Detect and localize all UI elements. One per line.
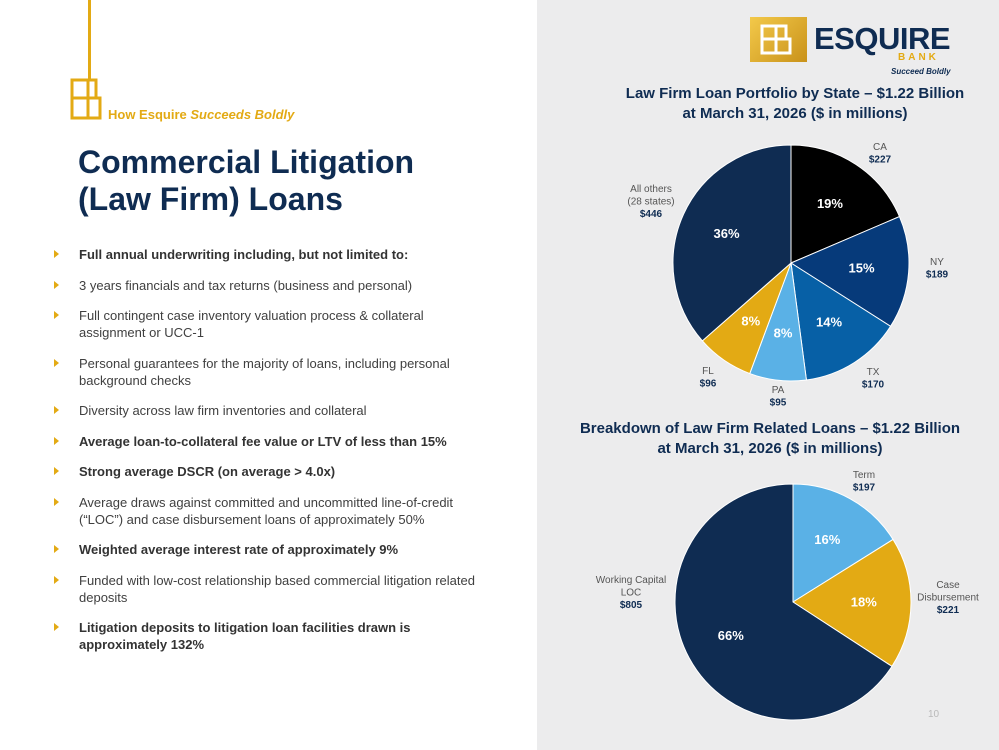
bullet-arrow-icon (54, 467, 59, 475)
bullet-text: Full annual underwriting including, but … (79, 247, 409, 262)
chart1-title-line2: at March 31, 2026 ($ in millions) (682, 105, 908, 122)
bullet-arrow-icon (54, 311, 59, 319)
bullet-arrow-icon (54, 436, 59, 445)
bullet-arrow-icon (54, 358, 59, 367)
chart1-slice-percent: 15% (849, 261, 875, 276)
bullet-text: Funded with low-cost relationship based … (79, 572, 475, 605)
logo-tagline: Succeed Boldly (891, 67, 951, 76)
bullet-item: Funded with low-cost relationship based … (52, 572, 492, 606)
page-title-line1: Commercial Litigation (78, 144, 415, 180)
page-title-line2: (Law Firm) Loans (78, 181, 343, 217)
bullet-item: Strong average DSCR (on average > 4.0x) (52, 463, 492, 480)
bullet-text: 3 years financials and tax returns (busi… (79, 277, 413, 293)
bullet-item: Personal guarantees for the majority of … (52, 355, 492, 389)
bullet-text: Average draws against committed and unco… (79, 494, 454, 527)
chart2-slice-label: Term $197 (853, 470, 876, 494)
bullet-text: Strong average DSCR (on average > 4.0x) (79, 464, 336, 479)
bullet-arrow-icon (54, 575, 59, 584)
chart2-slice-label: Case Disbursement $221 (917, 580, 979, 616)
bullet-item: Full annual underwriting including, but … (52, 246, 492, 263)
chart1-slice-label: All others (28 states) $446 (627, 184, 674, 220)
bullet-text: Weighted average interest rate of approx… (79, 542, 399, 557)
chart2-slice (674, 483, 893, 721)
chart2-slice-label: Working Capital LOC $805 (596, 575, 666, 611)
chart2-slice-percent: 18% (851, 595, 877, 610)
esquire-bank-logo: ESQUIRE BANK Succeed Boldly (750, 17, 951, 79)
bullet-item: Average draws against committed and unco… (52, 494, 492, 528)
chart2-title-line2: at March 31, 2026 ($ in millions) (657, 440, 883, 457)
bullet-item: Full contingent case inventory valuation… (52, 307, 492, 341)
bullet-item: Weighted average interest rate of approx… (52, 541, 492, 558)
chart2-title: Breakdown of Law Firm Related Loans – $1… (560, 419, 980, 459)
chart1-slice-label: PA $95 (770, 385, 787, 409)
chart2-slice (792, 538, 912, 668)
chart1-slice-label: TX $170 (862, 367, 885, 391)
chart2-title-line1: Breakdown of Law Firm Related Loans – $1… (579, 420, 961, 437)
chart1-slice (790, 144, 901, 264)
bullet-text: Diversity across law firm inventories an… (79, 403, 367, 418)
chart2-slice-percent: 66% (718, 628, 744, 643)
bullet-item: Diversity across law firm inventories an… (52, 402, 492, 419)
eb-monogram-icon (70, 78, 102, 120)
bullet-arrow-icon (54, 623, 59, 631)
chart1-slice-label: FL $96 (700, 366, 717, 390)
bullet-item: 3 years financials and tax returns (busi… (52, 277, 492, 294)
pie-charts: 19% CA $227 15% NY $189 14% TX $170 8% PA $95 8% FL $9… (596, 142, 979, 721)
chart1-slice-label: CA $227 (869, 142, 892, 166)
chart1-slice (790, 262, 892, 381)
logo-bank-text: BANK (898, 52, 939, 63)
bullet-item: Average loan-to-collateral fee value or … (52, 433, 492, 450)
logo-wordmark: ESQUIRE (814, 21, 951, 56)
bullet-arrow-icon (54, 497, 59, 506)
bullet-arrow-icon (54, 545, 59, 553)
bullet-arrow-icon (54, 280, 59, 289)
bullet-text: Average loan-to-collateral fee value or … (79, 433, 447, 449)
chart2-slice-percent: 16% (814, 532, 840, 547)
chart1-slice-percent: 14% (816, 315, 842, 330)
kicker-prefix: How Esquire (108, 107, 191, 122)
chart1-title: Law Firm Loan Portfolio by State – $1.22… (600, 84, 990, 124)
bullet-list: Full annual underwriting including, but … (52, 246, 492, 667)
page-number: 10 (928, 709, 940, 720)
chart1-slice (789, 215, 910, 328)
logo-eb-icon (760, 24, 792, 55)
chart1-slice-percent: 8% (774, 325, 793, 340)
chart1-title-line1: Law Firm Loan Portfolio by State – $1.22… (625, 85, 965, 102)
kicker-italic: Succeeds Boldly (190, 107, 295, 122)
bullet-arrow-icon (54, 250, 59, 258)
bullet-item: Litigation deposits to litigation loan f… (52, 619, 492, 653)
bullet-text: Litigation deposits to litigation loan f… (79, 620, 411, 652)
logo-emblem-icon (750, 17, 807, 62)
chart1-slice-percent: 8% (741, 313, 760, 328)
chart1-slice-label: NY $189 (926, 257, 949, 281)
chart1-slice (672, 144, 792, 342)
chart1-slice-percent: 19% (817, 196, 843, 211)
accent-line (88, 0, 91, 80)
bullet-text: Personal guarantees for the majority of … (79, 355, 450, 388)
bullet-text: Full contingent case inventory valuation… (79, 308, 424, 340)
chart1-slice-percent: 36% (713, 226, 739, 241)
bullet-arrow-icon (54, 406, 59, 414)
section-kicker: How Esquire Succeeds Boldly (108, 107, 294, 122)
chart2-slice (792, 483, 894, 603)
page-title: Commercial Litigation (Law Firm) Loans (78, 144, 518, 218)
